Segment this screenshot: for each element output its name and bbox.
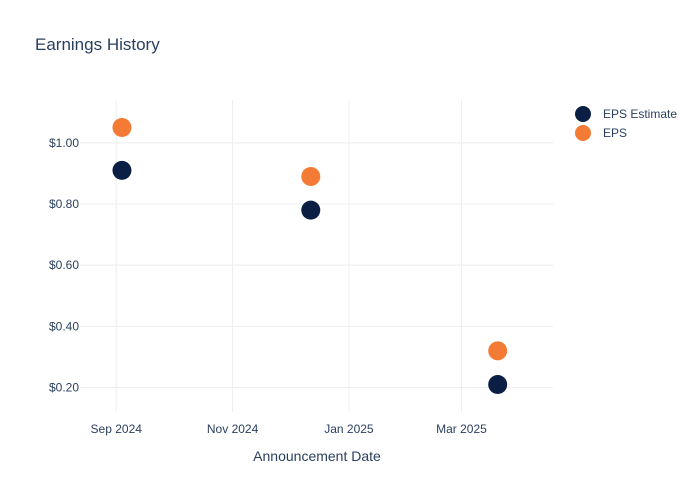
x-tick-label: Nov 2024 [207,422,259,436]
x-tick-label: Jan 2025 [324,422,374,436]
y-tick-labels: $0.20 $0.40 $0.60 $0.80 $1.00 [49,136,79,395]
eps-estimate-point[interactable] [488,374,508,394]
chart-title: Earnings History [35,35,160,54]
legend-label: EPS Estimate [603,107,677,121]
y-tick-label: $0.20 [49,381,79,395]
y-tick-label: $0.40 [49,319,79,333]
legend-marker [575,125,591,141]
y-tick-label: $0.60 [49,258,79,272]
data-points [112,118,508,394]
legend-label: EPS [603,126,627,140]
eps-point[interactable] [112,118,132,138]
legend[interactable]: EPS Estimate EPS [575,106,677,141]
legend-marker [575,106,591,122]
x-axis-title: Announcement Date [253,448,381,464]
y-tick-label: $0.80 [49,197,79,211]
legend-item[interactable]: EPS [575,125,627,141]
x-tick-labels: Sep 2024 Nov 2024 Jan 2025 Mar 2025 [91,422,488,436]
y-tick-label: $1.00 [49,136,79,150]
x-tick-label: Sep 2024 [91,422,143,436]
grid-layer [80,100,553,412]
eps-estimate-point[interactable] [112,160,132,180]
eps-estimate-point[interactable] [301,200,321,220]
x-tick-label: Mar 2025 [436,422,487,436]
legend-item[interactable]: EPS Estimate [575,106,677,122]
eps-point[interactable] [488,341,508,361]
eps-point[interactable] [301,166,321,186]
